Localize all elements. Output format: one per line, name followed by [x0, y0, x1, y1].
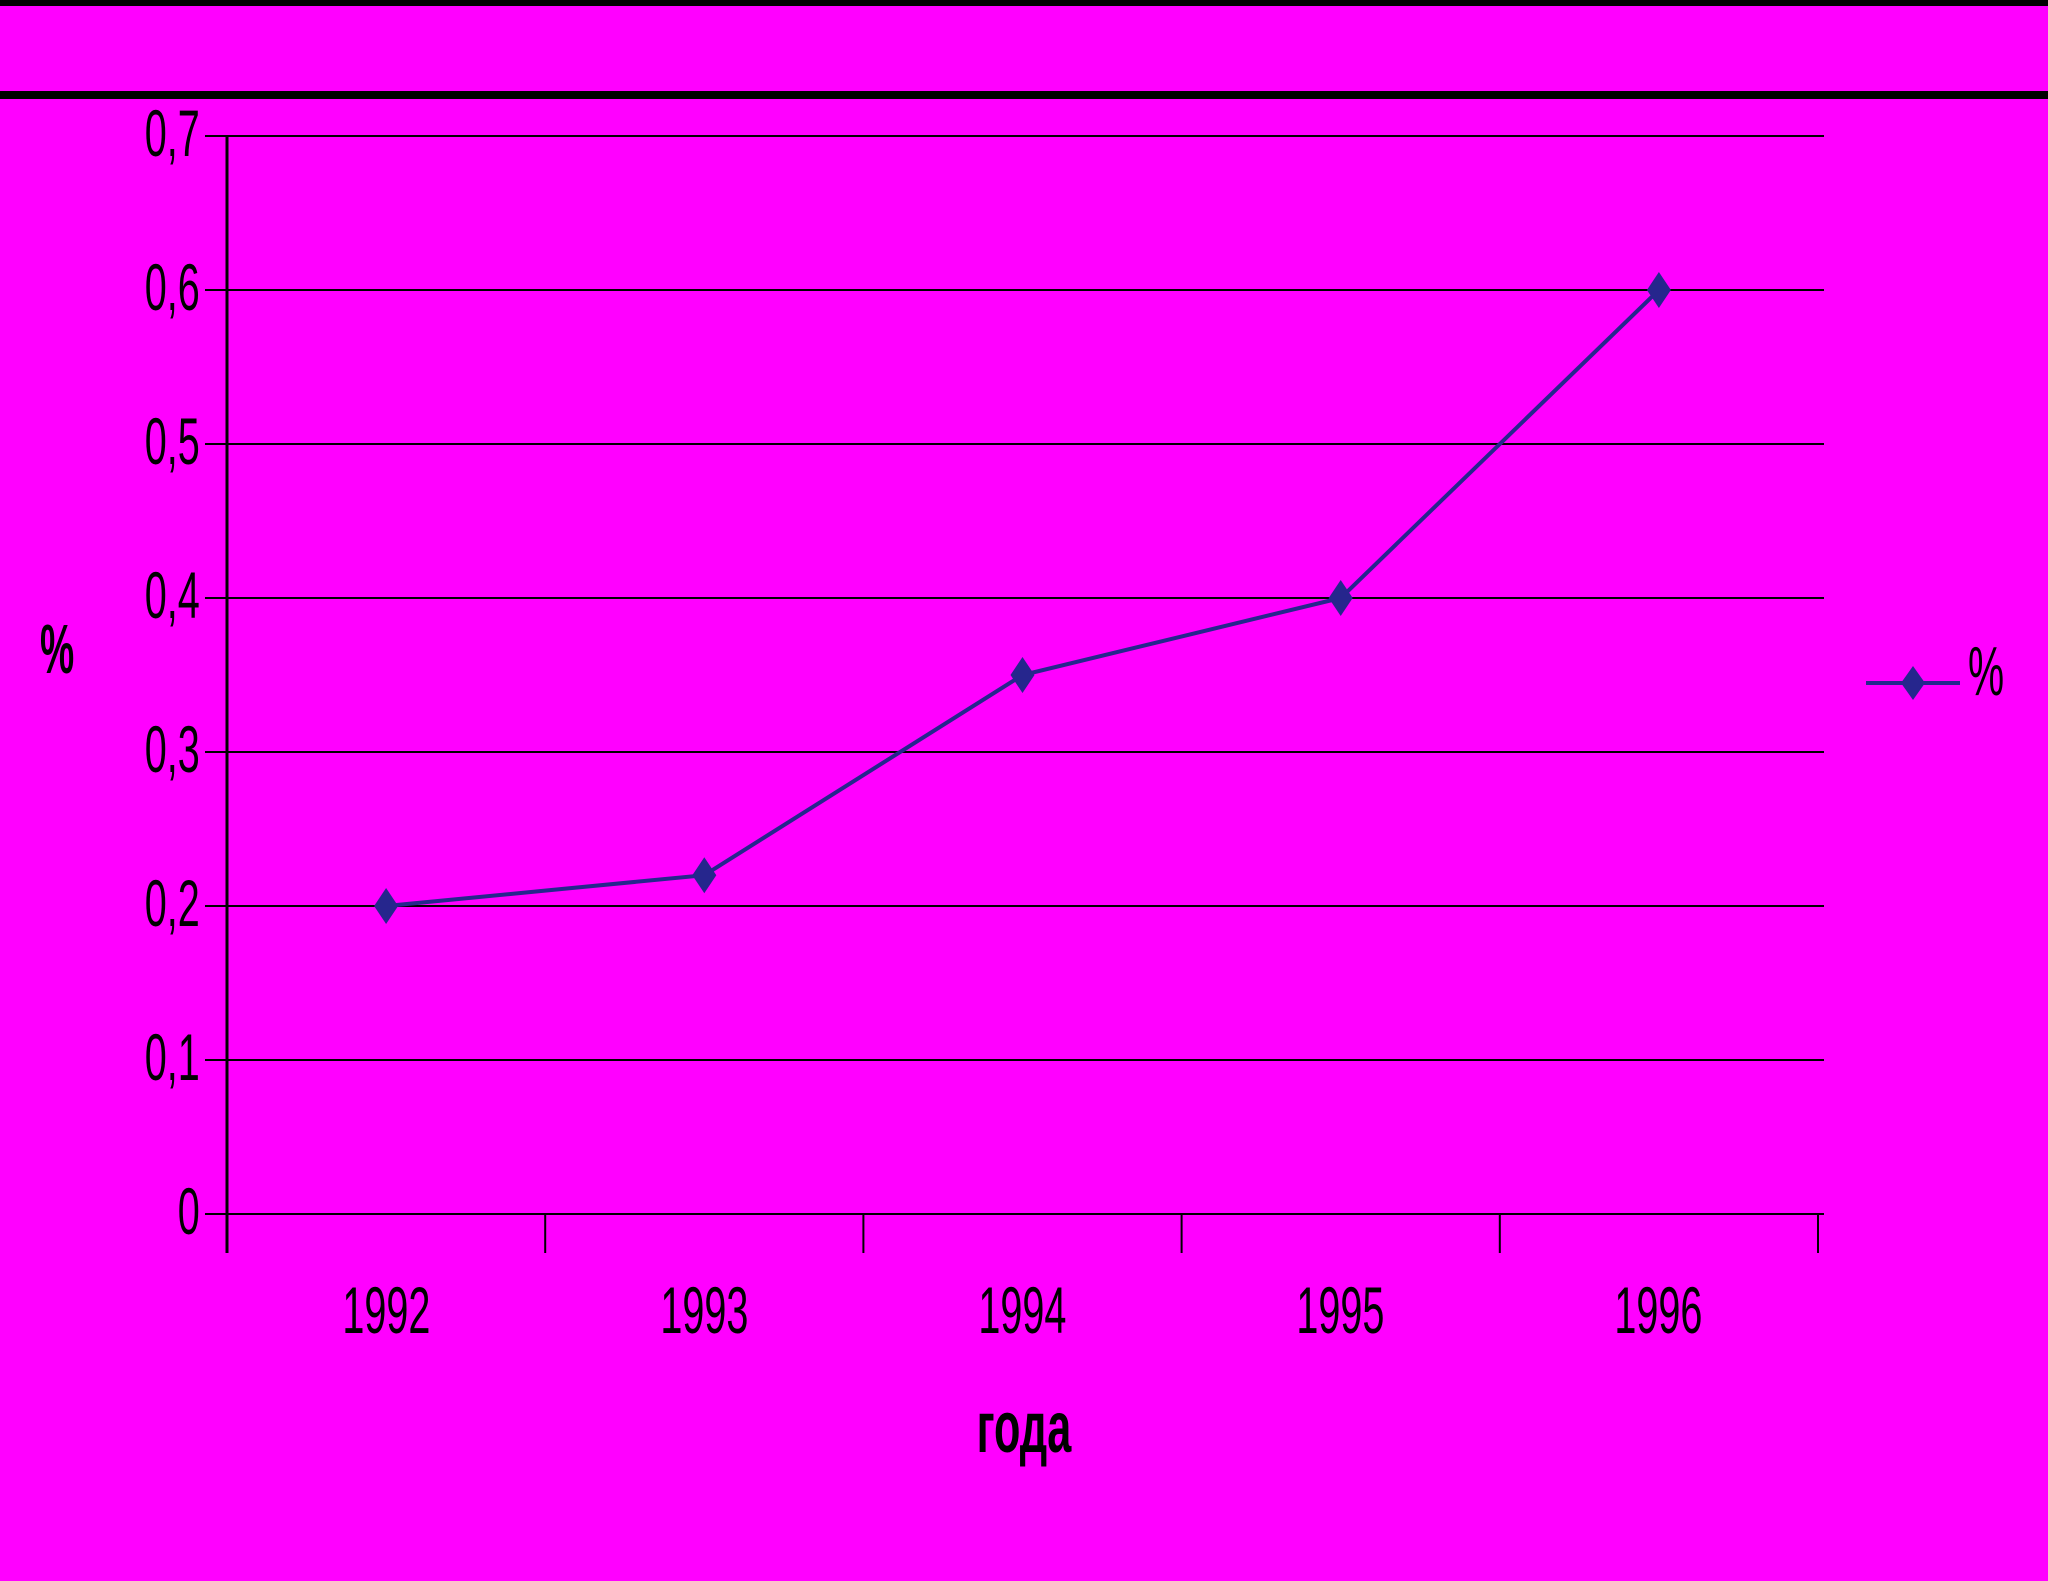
y-tick-label-text: 0,5	[144, 404, 200, 478]
y-axis-title: %	[40, 614, 102, 684]
y-tick-label: 0,6	[0, 254, 200, 320]
y-tick-label-text: 0,2	[144, 866, 200, 940]
y-axis-title-text: %	[40, 610, 75, 688]
legend-label-text: %	[1968, 632, 2005, 710]
y-tick-label-text: 0,4	[144, 558, 200, 632]
title-separator-line	[0, 91, 2048, 99]
y-tick-label-text: 0,1	[144, 1020, 200, 1094]
y-tick-label: 0,3	[0, 716, 200, 782]
y-tick-label: 0,4	[0, 562, 200, 628]
data-point-marker	[1010, 657, 1035, 693]
y-tick-label: 0,5	[0, 408, 200, 474]
x-tick-label: 1994	[903, 1277, 1143, 1343]
x-tick-label-text: 1992	[342, 1273, 431, 1347]
x-axis-title: года	[874, 1392, 1174, 1464]
x-tick-label: 1993	[584, 1277, 824, 1343]
legend-label: %	[1968, 636, 2030, 706]
data-point-marker	[692, 857, 717, 894]
x-tick-label-text: 1995	[1296, 1273, 1385, 1347]
y-tick-label-text: 0	[177, 1174, 200, 1248]
y-tick-label-text: 0,7	[144, 96, 200, 170]
data-point-marker	[1328, 580, 1353, 616]
data-point-marker	[374, 888, 399, 924]
x-axis-title-text: года	[976, 1388, 1072, 1468]
x-tick-label: 1992	[266, 1277, 506, 1343]
legend-marker	[1901, 666, 1925, 700]
y-tick-label: 0,7	[0, 100, 200, 166]
x-tick-label-text: 1996	[1614, 1273, 1703, 1347]
x-tick-label: 1995	[1221, 1277, 1461, 1343]
y-tick-label: 0,2	[0, 870, 200, 936]
y-tick-label-text: 0,3	[144, 712, 200, 786]
y-tick-label-text: 0,6	[144, 250, 200, 324]
data-point-marker	[1646, 272, 1671, 308]
top-border-line	[0, 0, 2048, 6]
y-tick-label: 0,1	[0, 1024, 200, 1090]
y-tick-label: 0	[0, 1178, 200, 1244]
x-tick-label-text: 1993	[660, 1273, 749, 1347]
x-tick-label: 1996	[1539, 1277, 1779, 1343]
x-tick-label-text: 1994	[978, 1273, 1067, 1347]
